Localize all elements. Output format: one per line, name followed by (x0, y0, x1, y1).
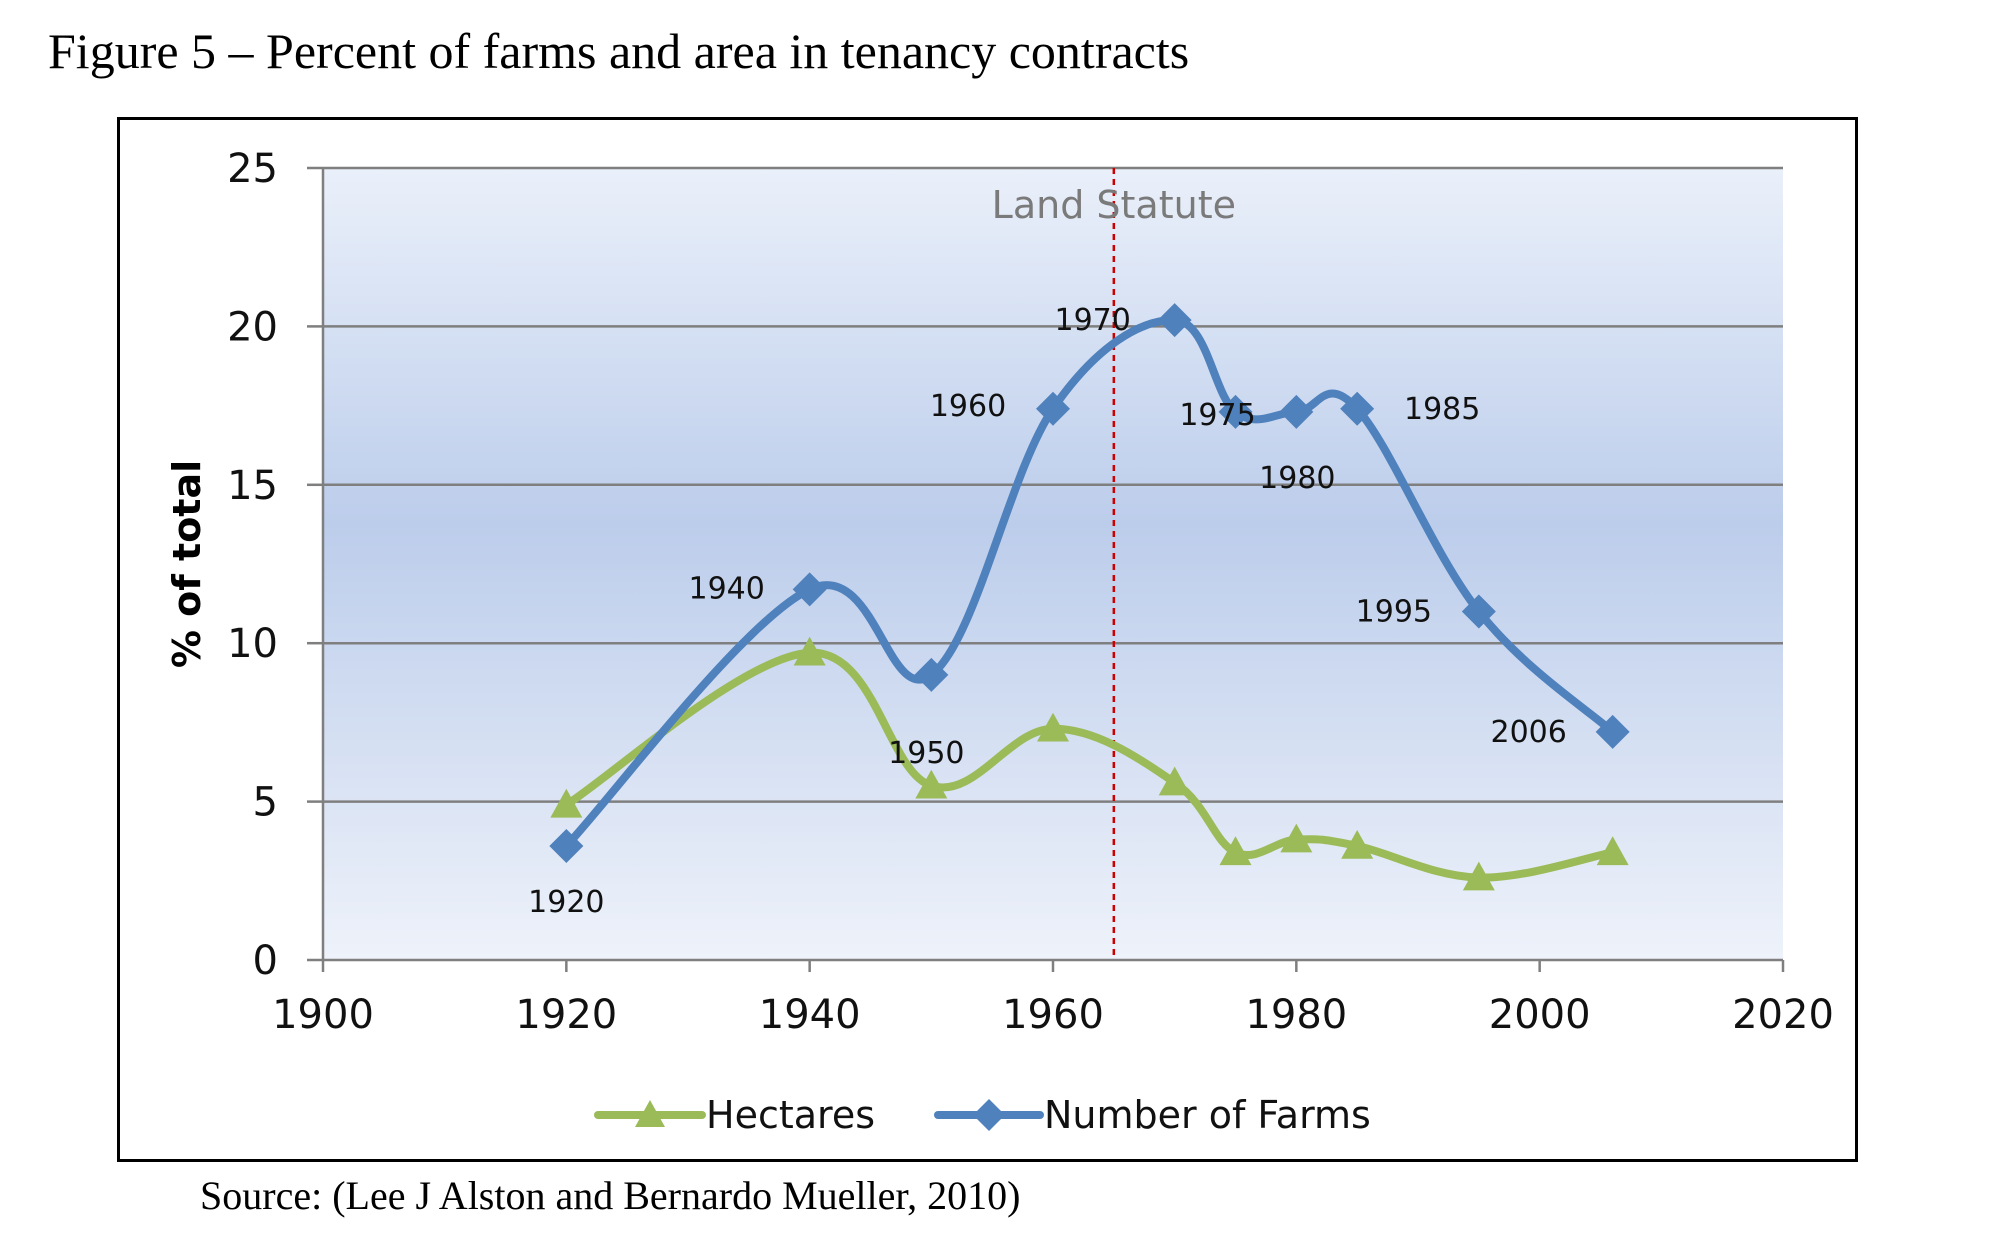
legend-marker-number-of-farms (973, 1099, 1005, 1131)
point-label-1970: 1970 (1054, 303, 1130, 338)
point-hectares-1985 (1341, 829, 1374, 859)
gridlines (323, 166, 1783, 803)
point-label-1940: 1940 (688, 571, 764, 606)
legend: Hectares Number of Farms (594, 1093, 1371, 1137)
legend-label-hectares: Hectares (706, 1093, 875, 1137)
y-axis-title: % of total (165, 460, 209, 668)
tick-label-x-2020: 2020 (1732, 992, 1834, 1038)
point-hectares-1980 (1280, 823, 1313, 853)
point-number-of-farms-1975 (1218, 394, 1253, 429)
tick-label-x-1920: 1920 (515, 992, 617, 1038)
tick-label-y-5: 5 (253, 780, 278, 826)
point-hectares-1995 (1462, 861, 1495, 891)
tick-label-y-15: 15 (227, 463, 278, 509)
point-label-1995: 1995 (1356, 595, 1432, 630)
point-hectares-1950 (915, 769, 948, 799)
point-label-2006: 2006 (1490, 715, 1566, 750)
tick-label-x-1940: 1940 (759, 992, 861, 1038)
point-number-of-farms-1995 (1461, 594, 1496, 629)
point-hectares-2006 (1596, 836, 1629, 866)
land-statute-label: Land Statute (992, 183, 1236, 227)
source-note: Source: (Lee J Alston and Bernardo Muell… (200, 1173, 1021, 1218)
tick-label-y-25: 25 (227, 146, 278, 192)
point-label-1950: 1950 (888, 736, 964, 771)
legend-label-number-of-farms: Number of Farms (1044, 1093, 1371, 1137)
figure-title: Figure 5 – Percent of farms and area in … (48, 23, 1190, 79)
series-layer (549, 303, 1630, 891)
point-label-1980: 1980 (1259, 461, 1335, 496)
point-label-1975: 1975 (1179, 398, 1255, 433)
point-number-of-farms-1940 (792, 572, 827, 607)
point-number-of-farms-1985 (1340, 391, 1375, 426)
point-label-1985: 1985 (1404, 392, 1480, 427)
tick-label-x-1980: 1980 (1245, 992, 1347, 1038)
tick-label-y-0: 0 (253, 938, 278, 984)
axes: 0 5 10 15 20 25 1900 1920 1940 1960 1980 2000 2020 % … (165, 146, 1834, 1038)
point-hectares-1920 (550, 788, 583, 818)
plot-area (323, 168, 1783, 960)
point-hectares-1960 (1037, 712, 1069, 742)
point-number-of-farms-1950 (914, 657, 949, 692)
tick-label-x-1900: 1900 (272, 992, 374, 1038)
point-hectares-1970 (1158, 766, 1191, 796)
point-label-1960: 1960 (930, 389, 1006, 424)
tick-label-y-10: 10 (227, 621, 278, 667)
point-number-of-farms-1920 (549, 828, 584, 863)
point-number-of-farms-2006 (1595, 714, 1630, 749)
point-hectares-1940 (793, 636, 826, 666)
tick-label-x-2000: 2000 (1489, 992, 1591, 1038)
legend-marker-hectares (635, 1100, 665, 1127)
point-label-1920: 1920 (528, 885, 604, 920)
tick-label-y-20: 20 (227, 304, 278, 350)
point-hectares-1975 (1219, 836, 1252, 866)
annotation-layer: Land Statute (992, 168, 1236, 960)
point-number-of-farms-1980 (1279, 394, 1314, 429)
point-number-of-farms-1970 (1157, 303, 1192, 338)
tick-label-x-1960: 1960 (1002, 992, 1104, 1038)
point-number-of-farms-1960 (1036, 391, 1070, 426)
